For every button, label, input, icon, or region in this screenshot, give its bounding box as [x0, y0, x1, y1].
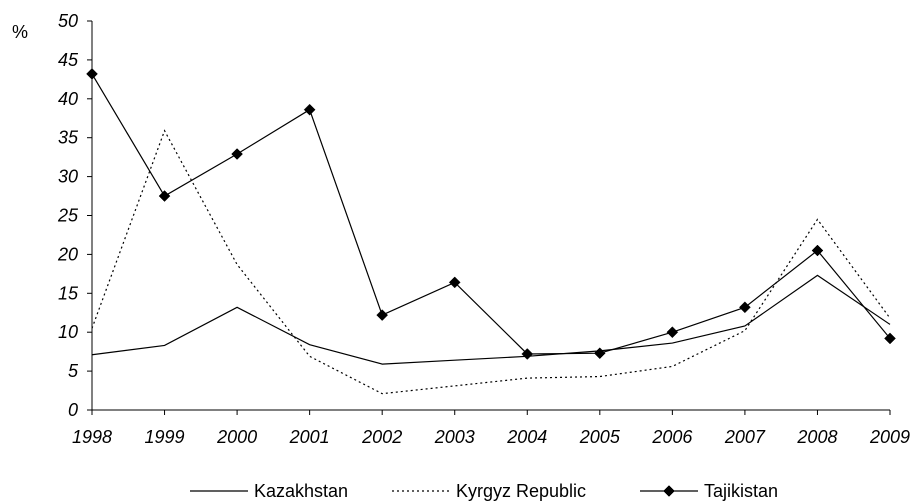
data-point-tajikistan [303, 103, 316, 116]
x-tick-label: 2000 [216, 427, 257, 447]
data-point-tajikistan [231, 148, 243, 160]
x-tick-label: 2005 [579, 427, 621, 447]
legend-item-tajikistan: Tajikistan [640, 481, 778, 501]
x-tick-label: 2002 [361, 427, 402, 447]
x-tick-label: 1999 [145, 427, 185, 447]
y-tick-labels: 0 5 10 15 20 25 30 35 40 45 50 [57, 11, 79, 420]
x-tick-label: 2009 [869, 427, 910, 447]
series-layer [86, 68, 896, 395]
x-tick-label: 2003 [434, 427, 475, 447]
series-kazakhstan [91, 274, 891, 365]
series-kyrgyz-republic [91, 129, 891, 395]
y-tick-label: 40 [58, 89, 78, 109]
legend-item-kazakhstan: Kazakhstan [190, 481, 348, 501]
y-tick-label: 30 [58, 167, 78, 187]
series-line-kyrgyz-republic [91, 129, 891, 395]
data-point-tajikistan [521, 348, 534, 360]
data-point-tajikistan [811, 244, 824, 257]
y-tick-label: 15 [58, 283, 79, 303]
legend-item-kyrgyz-republic: Kyrgyz Republic [392, 481, 586, 501]
legend-label: Kazakhstan [254, 481, 348, 501]
legend: Kazakhstan Kyrgyz Republic Tajikistan [190, 481, 778, 501]
y-tick-label: 5 [68, 361, 79, 381]
data-point-tajikistan [376, 309, 389, 321]
y-tick-label: 25 [57, 206, 79, 226]
x-tick-label: 2007 [724, 427, 766, 447]
y-axis-unit-label: % [12, 22, 28, 42]
data-point-tajikistan [884, 332, 896, 345]
data-point-tajikistan [593, 347, 606, 360]
x-tick-label: 1998 [72, 427, 112, 447]
series-line-kazakhstan [91, 274, 891, 365]
data-point-tajikistan [739, 301, 751, 314]
data-point-tajikistan [158, 190, 171, 202]
axes [87, 20, 891, 415]
y-tick-label: 20 [57, 244, 78, 264]
y-tick-label: 10 [58, 322, 78, 342]
legend-marker [663, 485, 675, 497]
series-line-tajikistan [91, 73, 891, 355]
x-tick-label: 2006 [651, 427, 693, 447]
y-tick-label: 0 [68, 400, 78, 420]
y-tick-label: 45 [58, 50, 79, 70]
x-tick-label: 2001 [289, 427, 330, 447]
legend-label: Tajikistan [704, 481, 778, 501]
series-tajikistan [86, 68, 896, 360]
y-tick-label: 35 [58, 128, 79, 148]
data-point-tajikistan [666, 326, 679, 339]
legend-label: Kyrgyz Republic [456, 481, 586, 501]
x-tick-labels: 1998 1999 2000 2001 2002 2003 2004 2005 2006 2007… [72, 427, 910, 447]
x-tick-label: 2008 [796, 427, 837, 447]
x-tick-label: 2004 [506, 427, 547, 447]
y-tick-label: 50 [58, 11, 78, 31]
data-point-tajikistan [448, 276, 461, 289]
data-point-tajikistan [86, 68, 98, 80]
